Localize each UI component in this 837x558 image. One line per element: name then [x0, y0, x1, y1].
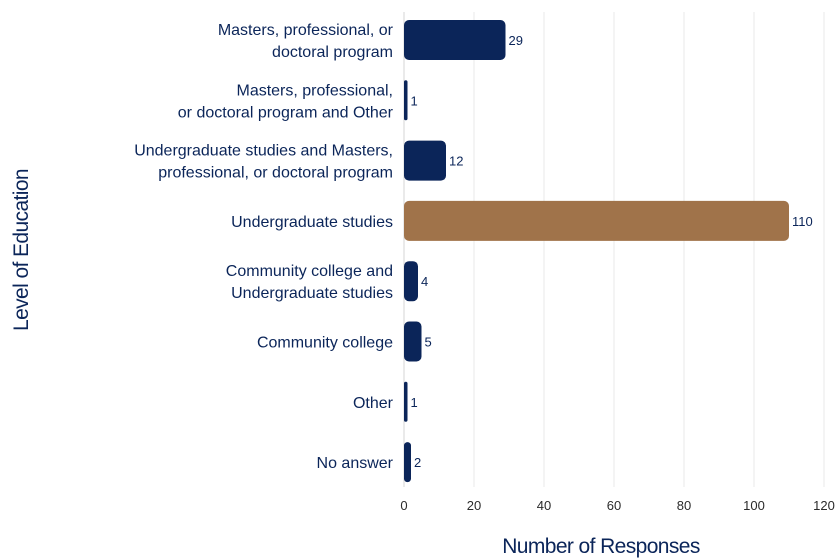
x-tick-label: 120	[813, 498, 835, 513]
value-label: 1	[411, 93, 418, 108]
value-label: 29	[509, 33, 523, 48]
category-label-line: Other	[353, 395, 394, 412]
grid	[403, 12, 825, 487]
category-label: Undergraduate studies	[231, 214, 393, 231]
value-label: 5	[425, 335, 432, 350]
bar	[404, 20, 506, 60]
bar	[404, 200, 789, 241]
x-tick-label: 80	[677, 498, 691, 513]
bar	[404, 140, 446, 181]
bars	[404, 20, 789, 483]
category-label: Community college and Undergraduate studi…	[226, 263, 393, 302]
category-label-line: or doctoral program and Other	[178, 104, 394, 121]
category-label-line: doctoral program	[272, 44, 393, 61]
category-label: Masters, professional, or doctoral progra…	[218, 22, 394, 61]
category-label: Other	[353, 395, 394, 412]
x-tick-label: 0	[400, 498, 407, 513]
x-tick-label: 60	[607, 498, 621, 513]
category-label-line: Community college and	[226, 263, 393, 280]
x-tick-label: 20	[467, 498, 481, 513]
category-label-line: professional, or doctoral program	[158, 165, 393, 182]
value-label: 110	[792, 214, 813, 229]
y-axis-title: Level of Education	[10, 169, 33, 331]
category-label-line: No answer	[317, 455, 394, 472]
category-label: No answer	[317, 455, 394, 472]
bar	[404, 80, 408, 121]
category-labels: Masters, professional, or doctoral progra…	[134, 22, 393, 472]
category-label-line: Undergraduate studies and Masters,	[134, 143, 393, 160]
value-label: 12	[449, 154, 463, 169]
x-tick-labels: 0 20 40 60 80 100 120	[400, 498, 834, 513]
value-label: 1	[411, 395, 418, 410]
bar	[404, 261, 418, 302]
category-label: Undergraduate studies and Masters, profes…	[134, 143, 393, 182]
value-label: 4	[421, 274, 428, 289]
category-label: Masters, professional, or doctoral progra…	[178, 82, 394, 121]
category-label-line: Undergraduate studies	[231, 214, 393, 231]
x-tick-label: 100	[743, 498, 765, 513]
category-label-line: Masters, professional, or	[218, 22, 394, 39]
category-label-line: Community college	[257, 335, 393, 352]
bar	[404, 321, 422, 362]
bar	[404, 381, 408, 422]
bar	[404, 442, 411, 483]
x-axis-title: Number of Responses	[502, 535, 700, 558]
x-tick-label: 40	[537, 498, 551, 513]
category-label: Community college	[257, 335, 393, 352]
category-label-line: Undergraduate studies	[231, 285, 393, 302]
value-label: 2	[414, 455, 421, 470]
category-label-line: Masters, professional,	[236, 82, 393, 99]
